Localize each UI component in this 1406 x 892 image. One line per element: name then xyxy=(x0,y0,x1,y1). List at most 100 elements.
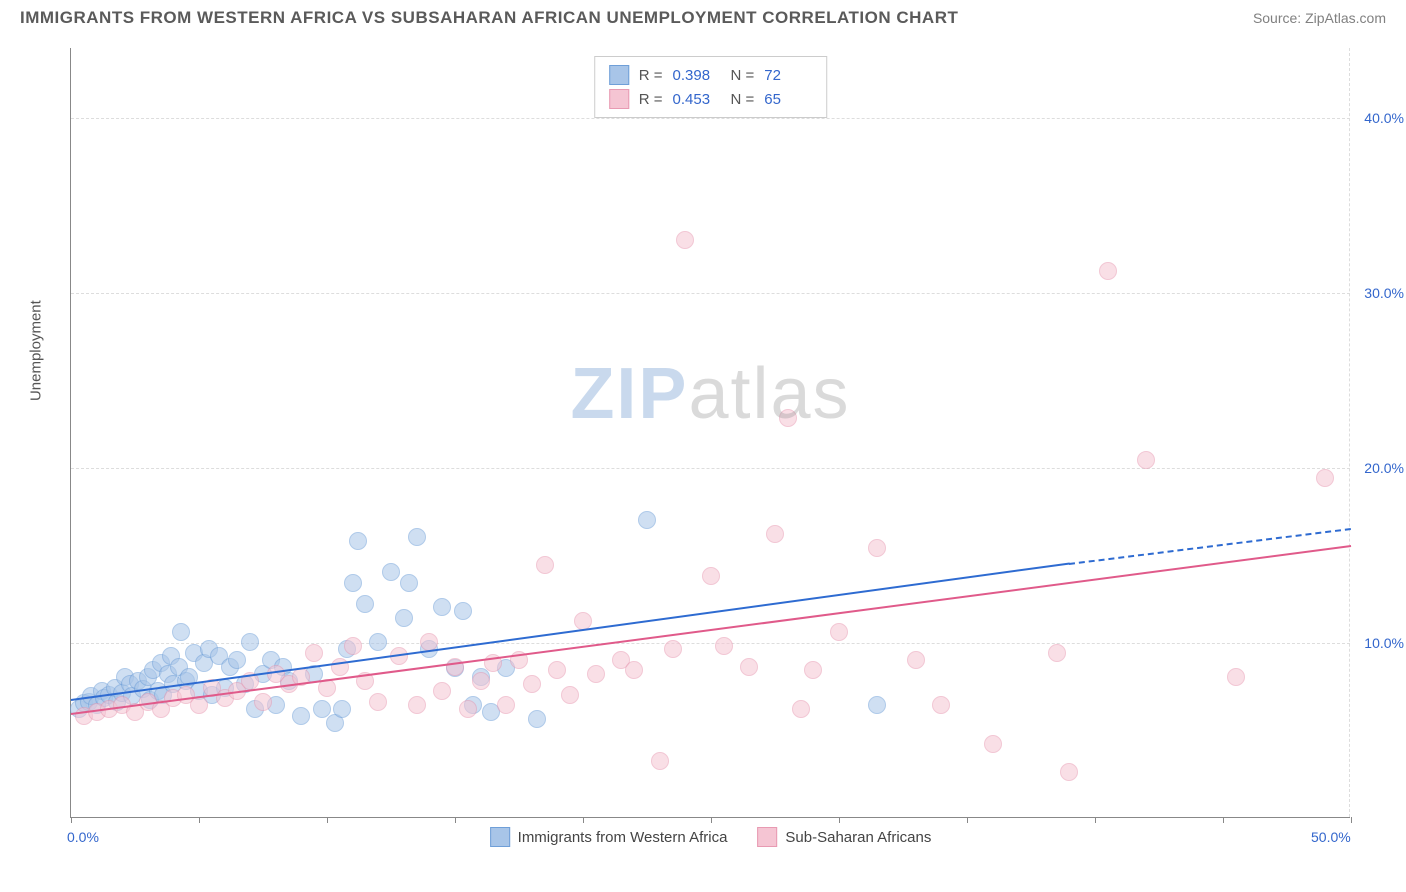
scatter-point xyxy=(868,696,886,714)
scatter-point xyxy=(433,598,451,616)
watermark-zip: ZIP xyxy=(570,354,688,434)
x-tick-mark xyxy=(839,817,840,823)
legend-item-1: Sub-Saharan Africans xyxy=(757,827,931,847)
x-tick-mark xyxy=(1351,817,1352,823)
x-tick-mark xyxy=(327,817,328,823)
scatter-point xyxy=(536,556,554,574)
swatch-series-0 xyxy=(609,65,629,85)
chart-title: IMMIGRANTS FROM WESTERN AFRICA VS SUBSAH… xyxy=(20,8,958,28)
n-value-1: 65 xyxy=(764,91,812,108)
trend-line xyxy=(1069,528,1351,565)
trend-line xyxy=(71,563,1070,701)
scatter-point xyxy=(779,409,797,427)
x-tick-label: 50.0% xyxy=(1311,829,1351,845)
grid-line xyxy=(71,643,1350,644)
y-tick-label: 20.0% xyxy=(1364,460,1404,476)
y-tick-label: 10.0% xyxy=(1364,635,1404,651)
grid-line xyxy=(71,118,1350,119)
r-label: R = xyxy=(639,67,663,84)
scatter-point xyxy=(331,658,349,676)
scatter-point xyxy=(433,682,451,700)
grid-line xyxy=(71,293,1350,294)
scatter-point xyxy=(1137,451,1155,469)
y-tick-label: 40.0% xyxy=(1364,110,1404,126)
scatter-point xyxy=(715,637,733,655)
correlation-stats-box: R = 0.398 N = 72 R = 0.453 N = 65 xyxy=(594,56,828,118)
scatter-point xyxy=(664,640,682,658)
scatter-point xyxy=(638,511,656,529)
scatter-point xyxy=(1227,668,1245,686)
scatter-point xyxy=(172,623,190,641)
scatter-point xyxy=(356,595,374,613)
scatter-point xyxy=(1048,644,1066,662)
scatter-point xyxy=(1099,262,1117,280)
scatter-point xyxy=(625,661,643,679)
scatter-point xyxy=(344,637,362,655)
legend-item-0: Immigrants from Western Africa xyxy=(490,827,728,847)
scatter-point xyxy=(408,528,426,546)
scatter-point xyxy=(766,525,784,543)
chart-container: Unemployment ZIPatlas R = 0.398 N = 72 R… xyxy=(48,48,1378,838)
x-tick-mark xyxy=(199,817,200,823)
watermark-atlas: atlas xyxy=(688,354,850,434)
x-tick-mark xyxy=(583,817,584,823)
scatter-point xyxy=(702,567,720,585)
scatter-point xyxy=(241,633,259,651)
r-value-0: 0.398 xyxy=(673,67,721,84)
scatter-point xyxy=(587,665,605,683)
x-tick-mark xyxy=(1223,817,1224,823)
scatter-point xyxy=(369,633,387,651)
x-tick-mark xyxy=(71,817,72,823)
legend-label-1: Sub-Saharan Africans xyxy=(785,829,931,846)
plot-area: ZIPatlas R = 0.398 N = 72 R = 0.453 N = … xyxy=(70,48,1350,818)
source-label: Source: ZipAtlas.com xyxy=(1253,10,1386,26)
y-axis-label: Unemployment xyxy=(28,300,45,401)
scatter-point xyxy=(446,658,464,676)
scatter-point xyxy=(400,574,418,592)
x-tick-mark xyxy=(711,817,712,823)
scatter-point xyxy=(395,609,413,627)
scatter-point xyxy=(676,231,694,249)
scatter-point xyxy=(868,539,886,557)
scatter-point xyxy=(254,693,272,711)
scatter-point xyxy=(1060,763,1078,781)
scatter-point xyxy=(932,696,950,714)
x-tick-mark xyxy=(1095,817,1096,823)
scatter-point xyxy=(561,686,579,704)
scatter-point xyxy=(528,710,546,728)
scatter-point xyxy=(907,651,925,669)
scatter-point xyxy=(497,696,515,714)
r-value-1: 0.453 xyxy=(673,91,721,108)
scatter-point xyxy=(454,602,472,620)
y-tick-label: 30.0% xyxy=(1364,285,1404,301)
scatter-point xyxy=(984,735,1002,753)
plot-right-border xyxy=(1349,48,1350,817)
scatter-point xyxy=(349,532,367,550)
scatter-point xyxy=(305,644,323,662)
scatter-point xyxy=(344,574,362,592)
scatter-point xyxy=(292,707,310,725)
r-label: R = xyxy=(639,91,663,108)
x-tick-label: 0.0% xyxy=(67,829,99,845)
stats-row-series-1: R = 0.453 N = 65 xyxy=(609,87,813,111)
scatter-point xyxy=(333,700,351,718)
n-value-0: 72 xyxy=(764,67,812,84)
scatter-point xyxy=(740,658,758,676)
watermark: ZIPatlas xyxy=(570,353,850,435)
scatter-point xyxy=(1316,469,1334,487)
scatter-point xyxy=(830,623,848,641)
swatch-series-1 xyxy=(609,89,629,109)
x-tick-mark xyxy=(455,817,456,823)
scatter-point xyxy=(472,672,490,690)
scatter-point xyxy=(459,700,477,718)
n-label: N = xyxy=(731,67,755,84)
legend-label-0: Immigrants from Western Africa xyxy=(518,829,728,846)
scatter-point xyxy=(382,563,400,581)
scatter-point xyxy=(408,696,426,714)
legend: Immigrants from Western Africa Sub-Sahar… xyxy=(490,827,932,847)
scatter-point xyxy=(804,661,822,679)
grid-line xyxy=(71,468,1350,469)
scatter-point xyxy=(523,675,541,693)
legend-swatch-0 xyxy=(490,827,510,847)
legend-swatch-1 xyxy=(757,827,777,847)
